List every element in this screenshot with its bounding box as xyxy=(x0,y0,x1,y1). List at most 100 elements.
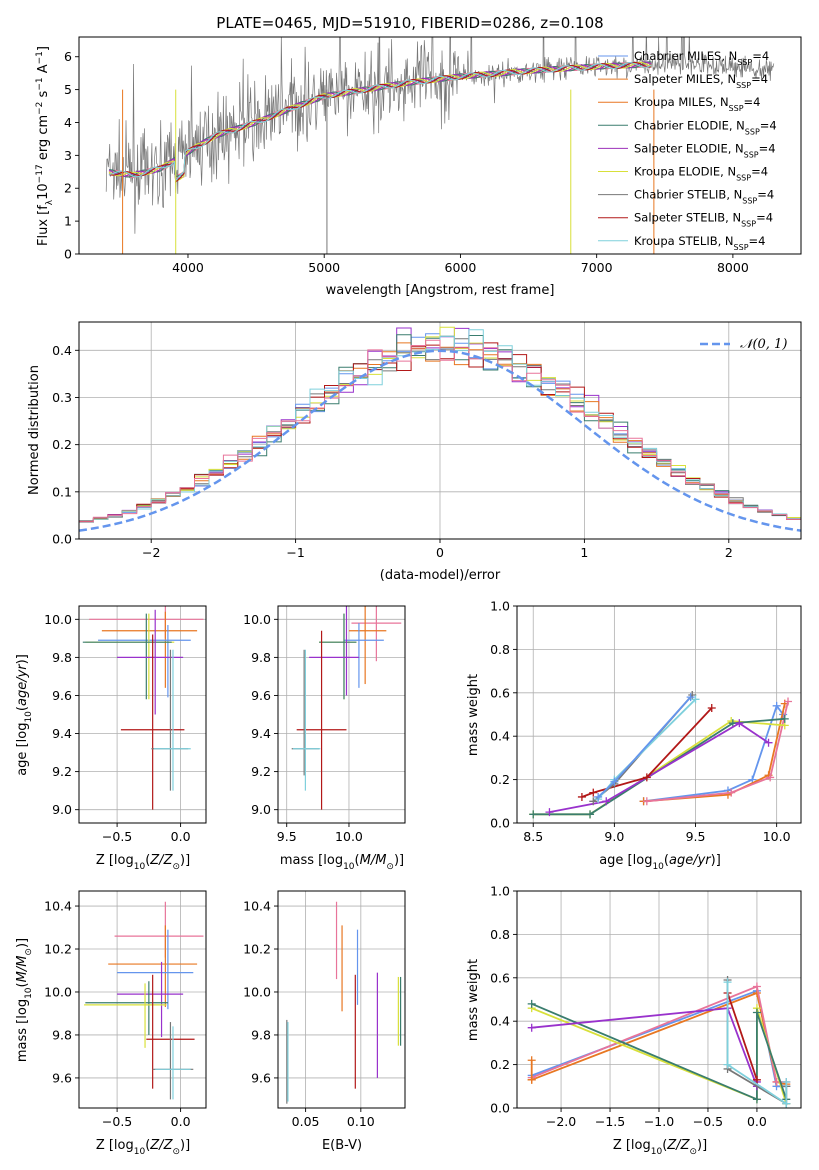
y-tick-label: 0.8 xyxy=(490,927,510,942)
spectrum-xlabel: wavelength [Angstrom, rest frame] xyxy=(326,283,555,298)
label-part: −1 xyxy=(35,77,45,90)
weight-point-marker xyxy=(527,1056,536,1065)
weight-point-marker xyxy=(752,1075,761,1084)
y-tick-label: 0.4 xyxy=(490,1014,510,1029)
y-tick-label: 9.6 xyxy=(251,688,271,703)
model-fit-line xyxy=(108,62,652,182)
weight-point-marker xyxy=(691,695,700,704)
y-tick-label: 10.4 xyxy=(243,899,271,914)
plot-marks xyxy=(291,606,402,810)
weight-series-line xyxy=(581,707,713,798)
weight-point-marker xyxy=(589,788,598,797)
weight-point-marker xyxy=(586,810,595,819)
y-tick-label: 0.8 xyxy=(490,642,510,657)
spectrum-title: PLATE=0465, MJD=51910, FIBERID=0286, z=0… xyxy=(216,14,603,32)
label-part: Z/Z xyxy=(666,1138,690,1153)
axes-spectrum: 4000 5000 6000 7000 8000 0 1 2 3 4 5 6 xyxy=(64,36,802,275)
x-tick-label: −0.5 xyxy=(693,1114,723,1129)
y-tick-label: 9.2 xyxy=(52,764,72,779)
label-part: )] xyxy=(15,938,30,948)
weight-point-marker xyxy=(602,797,611,806)
age-vs-Z-ylabel: age [log10(age/yr)] xyxy=(15,654,34,776)
model-fit-line xyxy=(109,61,652,178)
plot-marks xyxy=(527,975,791,1108)
weight-point-marker xyxy=(589,797,598,806)
label-part: ( xyxy=(355,853,360,868)
legend-text: =4 xyxy=(749,234,766,248)
label-part: Z [log xyxy=(613,1138,651,1153)
y-tick-label: 0.6 xyxy=(490,685,510,700)
x-tick-label: 6000 xyxy=(445,260,477,275)
weight-series-line xyxy=(549,722,769,813)
y-tick-label: 6 xyxy=(64,49,72,64)
x-tick-label: −2 xyxy=(142,545,160,560)
weight-point-marker xyxy=(527,1023,536,1032)
weight-point-marker xyxy=(764,738,773,747)
label-part: λ xyxy=(45,199,55,205)
y-tick-label: 9.4 xyxy=(52,726,72,741)
x-tick-label: −0.5 xyxy=(102,829,132,844)
legend-label: Chabrier MILES, NSSP=4 xyxy=(634,49,769,67)
plot-area xyxy=(79,891,206,1108)
label-part: ⊙ xyxy=(172,1147,180,1157)
mass-vs-Z-ylabel: mass [log10(M/M⊙)] xyxy=(15,938,34,1062)
plot-area xyxy=(517,606,801,823)
weight-series-line xyxy=(726,992,758,1081)
plot-marks xyxy=(286,901,402,1104)
label-part: 10 xyxy=(343,862,355,872)
label-part: Z [log xyxy=(96,853,134,868)
legend-text: =4 xyxy=(756,211,773,225)
axes-weight-vs-Z: −2.0 −1.5 −1.0 −0.5 0.0 0.0 0.2 0.4 0.6 0.8 1.0 xyxy=(490,884,802,1129)
legend-text: Chabrier ELODIE, N xyxy=(634,118,745,132)
label-part: )] xyxy=(180,853,190,868)
x-tick-label: 5000 xyxy=(308,260,340,275)
weight-point-marker xyxy=(723,1060,732,1069)
label-part: 10 xyxy=(24,711,34,723)
label-part: ⊙ xyxy=(689,1147,697,1157)
weight-point-marker xyxy=(723,978,732,987)
label-part: s xyxy=(36,90,51,101)
label-part: )] xyxy=(697,1138,707,1153)
y-tick-label: 0.0 xyxy=(52,532,72,547)
label-part: age [log xyxy=(599,853,652,868)
weight-point-marker xyxy=(772,701,781,710)
label-part: 10 xyxy=(651,1147,663,1157)
weight-point-marker xyxy=(610,777,619,786)
axes-residuals: −2 −1 0 1 2 0.0 0.1 0.2 0.3 0.4 xyxy=(52,321,802,560)
weight-point-marker xyxy=(735,719,744,728)
label-part: −17 xyxy=(35,164,45,183)
plot-marks xyxy=(82,606,204,810)
x-tick-label: 9.5 xyxy=(277,829,297,844)
residuals-xlabel: (data-model)/error xyxy=(380,568,501,583)
weight-point-marker xyxy=(782,1099,791,1108)
y-tick-label: 10.4 xyxy=(44,899,72,914)
weight-point-marker xyxy=(752,982,761,991)
axes-frame xyxy=(78,321,802,540)
axes-mass-vs-Z: −0.5 0.0 9.6 9.8 10.0 10.2 10.4 xyxy=(44,890,207,1129)
legend-label: Salpeter ELODIE, NSSP=4 xyxy=(634,141,776,159)
legend-text: Salpeter ELODIE, N xyxy=(634,141,744,155)
label-part: −2 xyxy=(35,102,45,115)
weight-point-marker xyxy=(642,797,651,806)
legend-label: Salpeter MILES, NSSP=4 xyxy=(634,72,768,90)
y-tick-label: 9.6 xyxy=(52,688,72,703)
legend-text: =4 xyxy=(760,118,777,132)
x-tick-label: −1 xyxy=(286,545,304,560)
y-tick-label: 3 xyxy=(64,148,72,163)
axes-frame xyxy=(78,605,207,824)
weight-vs-age-ylabel: mass weight xyxy=(466,674,481,756)
y-tick-label: 9.8 xyxy=(52,650,72,665)
label-part: M/M xyxy=(360,853,387,868)
y-tick-label: 9.2 xyxy=(251,764,271,779)
legend-text: Kroupa ELODIE, N xyxy=(634,165,736,179)
y-tick-label: 9.8 xyxy=(52,1027,72,1042)
label-part: ( xyxy=(145,853,150,868)
y-tick-label: 5 xyxy=(64,82,72,97)
label-part: )] xyxy=(15,654,30,664)
weight-point-marker xyxy=(686,693,695,702)
plot-marks xyxy=(79,326,801,532)
legend-text: =4 xyxy=(744,95,761,109)
x-tick-label: 2 xyxy=(725,545,733,560)
label-part: ( xyxy=(15,706,30,711)
legend-sub: SSP xyxy=(736,81,751,90)
